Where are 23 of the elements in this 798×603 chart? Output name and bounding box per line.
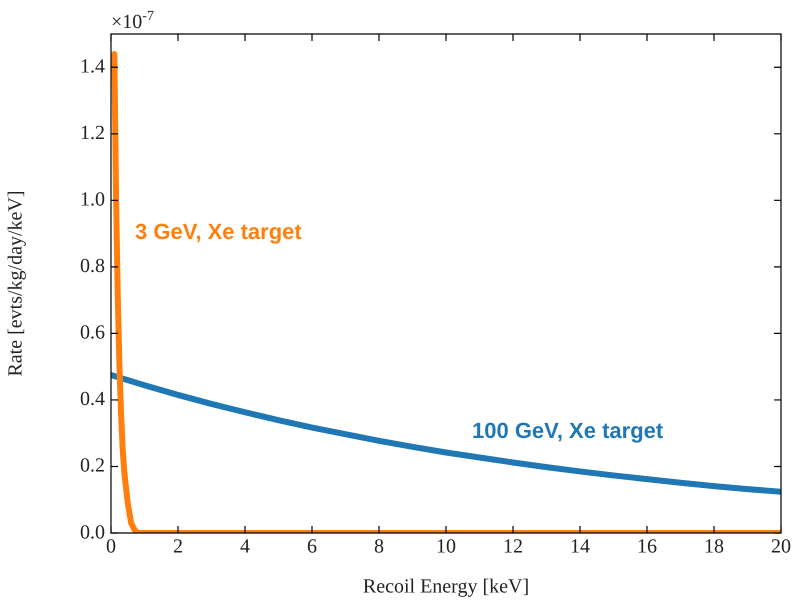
x-tick-label: 4 [240, 535, 250, 558]
x-tick-label: 0 [106, 535, 116, 558]
y-tick-label: 1.0 [80, 188, 105, 211]
x-tick-label: 18 [704, 535, 724, 558]
y-tick-label: 1.4 [80, 56, 105, 78]
y-axis-title: Rate [evts/kg/day/keV] [4, 190, 26, 377]
x-tick-label: 2 [173, 535, 183, 558]
y-tick-label: 0.8 [80, 255, 105, 278]
y-tick-label: 1.2 [80, 122, 105, 144]
y-tick-label: 0.2 [80, 454, 105, 477]
x-tick-label: 12 [503, 535, 523, 558]
x-tick-label: 20 [771, 535, 791, 558]
x-tick-label: 8 [374, 535, 384, 558]
y-tick-label: 0.6 [80, 322, 105, 344]
x-tick-label: 16 [637, 535, 657, 558]
series-label: 3 GeV, Xe target [135, 219, 302, 244]
series-label: 100 GeV, Xe target [472, 418, 664, 444]
y-tick-label: 0.4 [80, 388, 105, 410]
x-axis-title: Recoil Energy [keV] [362, 575, 530, 598]
x-tick-label: 14 [570, 535, 590, 558]
x-tick-label: 6 [307, 535, 317, 558]
y-tick-label: 0.0 [80, 521, 105, 544]
x-tick-label: 10 [436, 535, 456, 558]
